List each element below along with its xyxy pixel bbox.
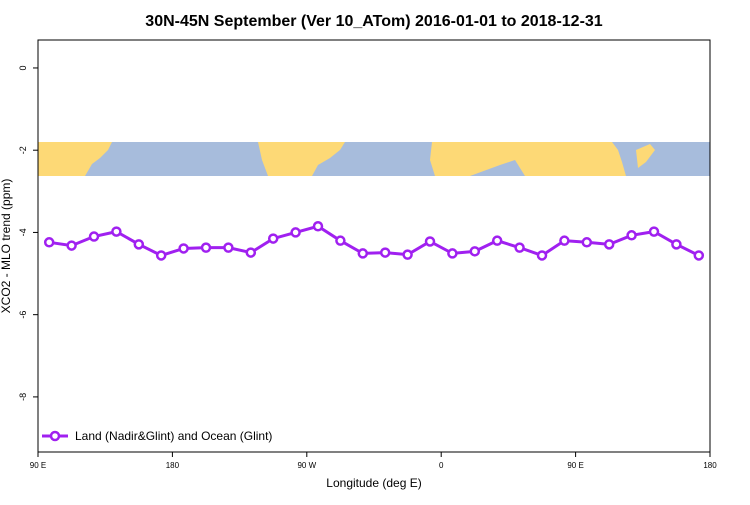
data-point bbox=[111, 226, 122, 237]
data-point bbox=[379, 247, 391, 258]
x-tick-label: 90 W bbox=[297, 461, 316, 470]
data-point bbox=[312, 221, 324, 232]
data-point bbox=[648, 226, 660, 237]
data-point bbox=[133, 239, 145, 250]
data-point bbox=[200, 242, 212, 253]
data-point bbox=[66, 240, 77, 251]
data-point bbox=[88, 231, 100, 242]
legend-label: Land (Nadir&Glint) and Ocean (Glint) bbox=[75, 429, 272, 443]
y-tick-label: -4 bbox=[18, 228, 28, 236]
y-tick-label: -2 bbox=[18, 146, 28, 154]
data-point bbox=[536, 250, 548, 261]
legend: Land (Nadir&Glint) and Ocean (Glint) bbox=[42, 429, 272, 443]
x-tick-label: 180 bbox=[703, 461, 717, 470]
data-point bbox=[447, 248, 458, 259]
data-point bbox=[290, 227, 301, 238]
data-point bbox=[402, 249, 413, 260]
data-point bbox=[626, 230, 637, 241]
x-tick-label: 180 bbox=[166, 461, 180, 470]
data-point bbox=[581, 237, 593, 248]
data-point bbox=[693, 250, 705, 261]
data-point bbox=[559, 235, 570, 246]
data-point bbox=[43, 237, 55, 248]
data-point bbox=[469, 246, 481, 257]
data-point bbox=[267, 233, 279, 244]
x-tick-label: 90 E bbox=[30, 461, 46, 470]
data-point bbox=[335, 235, 346, 246]
data-point bbox=[357, 248, 369, 259]
y-tick-label: 0 bbox=[18, 65, 28, 70]
data-point bbox=[223, 242, 234, 253]
data-point bbox=[424, 236, 436, 247]
plot-frame bbox=[37, 39, 711, 453]
data-point bbox=[178, 243, 189, 254]
series-line bbox=[48, 224, 700, 258]
data-point bbox=[245, 247, 257, 258]
data-point bbox=[155, 250, 167, 261]
map-band bbox=[38, 142, 710, 176]
x-tick-label: 90 E bbox=[567, 461, 583, 470]
data-point bbox=[491, 235, 503, 246]
x-tick-label: 0 bbox=[439, 461, 444, 470]
y-tick-label: -6 bbox=[18, 311, 28, 319]
legend-marker bbox=[49, 430, 61, 442]
y-tick-label: -8 bbox=[18, 393, 28, 401]
data-point bbox=[603, 239, 615, 250]
y-axis-label: XCO2 - MLO trend (ppm) bbox=[0, 179, 13, 314]
x-axis-label: Longitude (deg E) bbox=[326, 476, 421, 490]
chart-title: 30N-45N September (Ver 10_ATom) 2016-01-… bbox=[145, 13, 603, 30]
data-point bbox=[514, 242, 525, 253]
data-point bbox=[671, 239, 682, 250]
